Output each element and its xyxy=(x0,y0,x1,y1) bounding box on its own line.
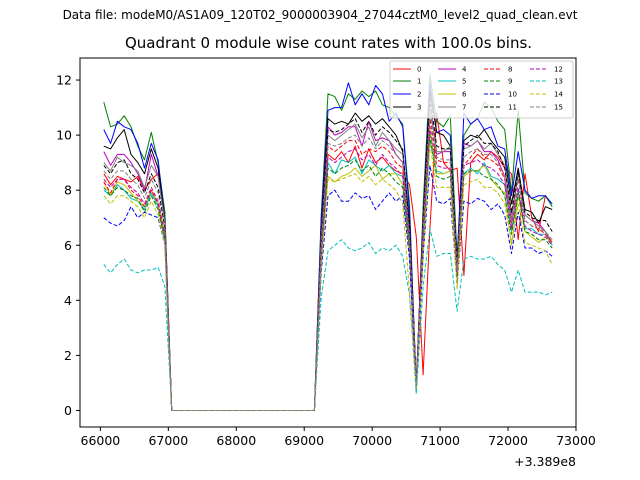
legend-label-12: 12 xyxy=(554,66,563,74)
plot-frame xyxy=(79,57,577,428)
legend-label-10: 10 xyxy=(508,91,517,99)
x-tick-label-69000: 69000 xyxy=(284,433,324,448)
x-tick-label-68000: 68000 xyxy=(216,433,256,448)
y-tick-label-10: 10 xyxy=(56,128,72,143)
legend-label-14: 14 xyxy=(554,91,563,99)
x-tick-label-67000: 67000 xyxy=(148,433,188,448)
legend-label-5: 5 xyxy=(462,78,466,86)
series-line-12 xyxy=(103,126,553,411)
x-tick-label-66000: 66000 xyxy=(81,433,121,448)
legend-label-6: 6 xyxy=(462,91,467,99)
legend-label-4: 4 xyxy=(462,66,467,74)
legend-label-7: 7 xyxy=(462,104,466,112)
series-line-15 xyxy=(103,112,553,411)
figure-suptitle: Data file: modeM0/AS1A09_120T02_90000039… xyxy=(62,8,578,22)
legend-label-9: 9 xyxy=(508,78,512,86)
legend-label-13: 13 xyxy=(554,78,563,86)
x-tick-label-70000: 70000 xyxy=(352,433,392,448)
legend-label-2: 2 xyxy=(417,91,421,99)
series-line-14 xyxy=(103,142,553,411)
legend-label-11: 11 xyxy=(508,104,517,112)
x-tick-label-72000: 72000 xyxy=(488,433,528,448)
series-layer xyxy=(103,74,553,411)
chart-title: Quadrant 0 module wise count rates with … xyxy=(124,34,533,52)
legend-label-1: 1 xyxy=(417,78,421,86)
x-tick-label-73000: 73000 xyxy=(556,433,596,448)
y-tick-label-8: 8 xyxy=(64,183,72,198)
x-tick-label-71000: 71000 xyxy=(420,433,460,448)
y-tick-label-0: 0 xyxy=(64,403,72,418)
y-tick-label-4: 4 xyxy=(64,293,72,308)
legend-label-8: 8 xyxy=(508,66,512,74)
axis-layer: 66000 67000 68000 69000 70000 71000 72000 73000… xyxy=(56,73,596,448)
x-offset-label: +3.389e8 xyxy=(514,454,576,469)
legend-label-15: 15 xyxy=(554,104,563,112)
y-tick-label-6: 6 xyxy=(64,238,72,253)
y-tick-label-12: 12 xyxy=(56,73,72,88)
legend-label-3: 3 xyxy=(417,104,421,112)
legend-label-0: 0 xyxy=(417,66,421,74)
y-tick-label-2: 2 xyxy=(64,348,72,363)
legend-frame xyxy=(389,60,574,119)
